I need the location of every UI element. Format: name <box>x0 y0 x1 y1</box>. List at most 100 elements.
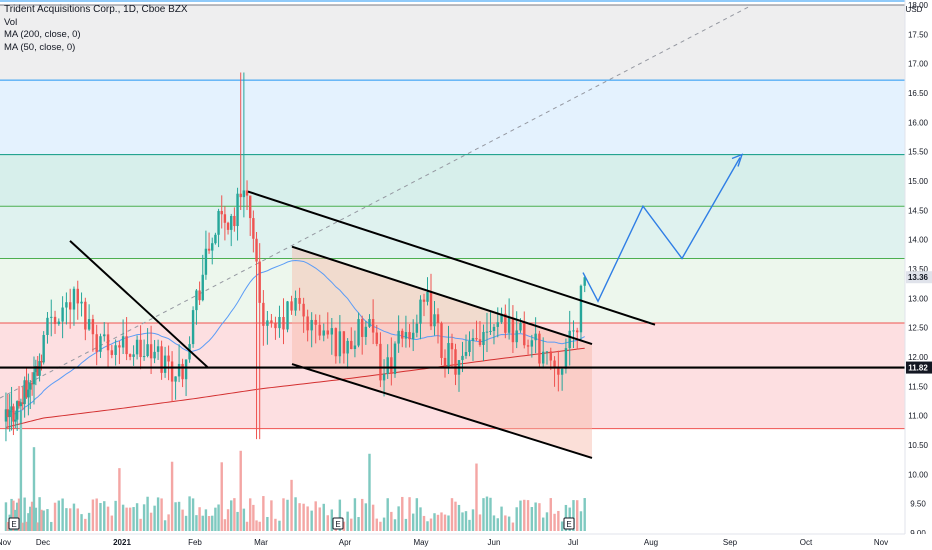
volume-bar <box>583 498 586 531</box>
earnings-marker-label: E <box>11 520 16 529</box>
candle-body <box>523 322 526 346</box>
candle-body <box>274 322 277 329</box>
candle-body <box>482 331 485 345</box>
volume-bar <box>526 500 530 531</box>
candle-body <box>507 317 511 333</box>
volume-bar <box>10 498 13 531</box>
candle-body <box>135 339 139 355</box>
candle-body <box>270 320 273 323</box>
volume-bar <box>429 518 433 531</box>
volume-bar <box>12 500 15 531</box>
volume-bar <box>91 499 95 531</box>
volume-bar <box>262 496 265 531</box>
volume-bar <box>198 507 201 531</box>
candle-body <box>489 330 492 332</box>
candle-body <box>125 336 128 355</box>
volume-bar <box>245 521 249 531</box>
candle-body <box>568 330 571 349</box>
price-tick-label: 13.50 <box>908 265 929 274</box>
price-tick-label: 17.50 <box>908 30 929 39</box>
candle-body <box>25 380 28 398</box>
volume-bar <box>515 507 518 531</box>
fib-zone <box>0 154 905 207</box>
volume-indicator-label[interactable]: Vol <box>4 16 18 28</box>
volume-bar <box>125 507 128 531</box>
candle-body <box>95 334 98 352</box>
candle-body <box>538 333 541 364</box>
volume-bar <box>298 503 301 531</box>
candle-body <box>181 363 184 380</box>
volume-bar <box>68 508 72 531</box>
volume-bar <box>80 514 83 531</box>
candle-body <box>184 359 188 380</box>
volume-bar <box>252 504 255 531</box>
volume-bar <box>560 521 564 531</box>
price-tick-label: 18.00 <box>908 1 929 10</box>
chart-legend: Trident Acquisitions Corp., 1D, Cboe BZX… <box>4 4 188 54</box>
candle-body <box>132 354 135 357</box>
price-tick-label: 14.00 <box>908 236 929 245</box>
volume-bar <box>230 500 233 531</box>
volume-bar <box>314 501 317 531</box>
volume-bar <box>457 504 461 531</box>
candle-body <box>408 332 411 340</box>
candle-body <box>50 316 53 318</box>
volume-bar <box>507 516 511 531</box>
price-tick-label: 12.50 <box>908 324 929 333</box>
volume-bar <box>156 497 160 531</box>
candle-body <box>526 345 530 347</box>
candle-body <box>436 314 440 324</box>
candle-body <box>338 331 342 357</box>
candle-body <box>239 193 242 198</box>
candle-body <box>258 261 261 303</box>
volume-bar <box>500 506 503 531</box>
volume-bar <box>99 503 102 531</box>
candle-body <box>15 401 19 420</box>
currency-label: USD <box>906 5 923 14</box>
earnings-marker <box>332 517 344 530</box>
candle-body <box>426 291 429 302</box>
volume-bar <box>223 519 227 531</box>
candle-body <box>368 318 371 327</box>
ma200-indicator-label[interactable]: MA (200, close, 0) <box>4 29 81 40</box>
volume-bar <box>207 516 211 531</box>
price-tick-label: 11.50 <box>908 382 928 391</box>
volume-bar <box>538 503 541 531</box>
candle-body <box>579 285 583 333</box>
candle-body <box>515 330 518 343</box>
candle-body <box>282 316 285 330</box>
candle-body <box>36 366 39 376</box>
volume-bar <box>201 515 204 531</box>
fib-zone <box>0 258 905 323</box>
volume-bar <box>211 515 214 531</box>
candle-body <box>170 361 174 382</box>
candle-body <box>149 344 153 359</box>
candle-body <box>4 409 8 422</box>
candle-body <box>27 389 30 398</box>
chart-title[interactable]: Trident Acquisitions Corp., 1D, Cboe BZX <box>4 4 188 15</box>
candle-body <box>195 290 198 311</box>
volume-bar <box>461 512 464 531</box>
candle-body <box>220 210 223 215</box>
candle-body <box>422 299 426 302</box>
candle-body <box>121 336 125 348</box>
candle-body <box>53 316 57 325</box>
volume-bar <box>471 509 475 531</box>
candle-body <box>32 372 36 385</box>
candle-body <box>353 345 357 350</box>
volume-bar <box>57 500 61 531</box>
candle-body <box>346 340 349 354</box>
candle-body <box>21 402 24 405</box>
fib-zone <box>0 80 905 155</box>
volume-bar <box>87 512 91 531</box>
price-label-box <box>906 271 932 284</box>
price-tick-label: 10.50 <box>908 441 929 450</box>
candle-body <box>34 366 38 373</box>
volume-bar <box>440 512 443 531</box>
volume-bar <box>489 497 492 531</box>
price-tick-label: 10.00 <box>908 470 929 479</box>
ma50-indicator-label[interactable]: MA (50, close, 0) <box>4 41 76 53</box>
candle-body <box>306 316 309 331</box>
